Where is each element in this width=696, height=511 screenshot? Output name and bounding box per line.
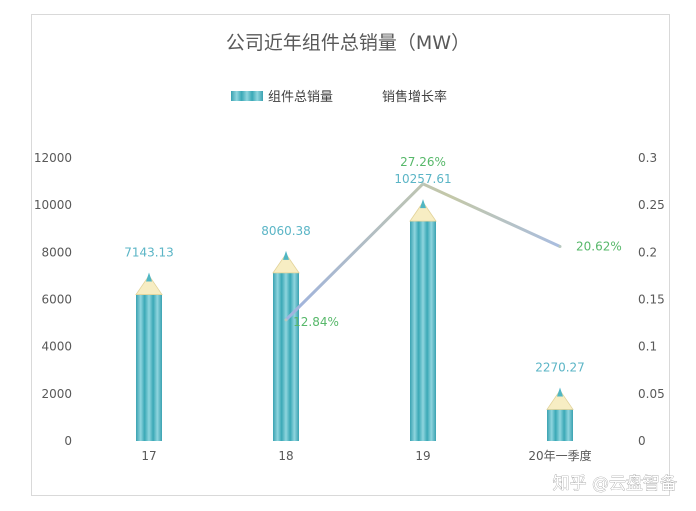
bar bbox=[547, 409, 573, 441]
y-right-tick-label: 0.15 bbox=[638, 293, 665, 307]
bar-pencil-tip bbox=[272, 253, 300, 274]
bar-value-label: 8060.38 bbox=[261, 224, 311, 238]
data-labels: 7143.13 8060.38 10257.61 2270.27 12.84% 27.26… bbox=[124, 155, 622, 375]
y-right-tick-label: 0.3 bbox=[638, 151, 657, 165]
y-right-tick-label: 0 bbox=[638, 434, 646, 448]
y-left-tick-label: 10000 bbox=[34, 198, 72, 212]
y-axis-left: 0 2000 4000 6000 8000 10000 12000 bbox=[34, 151, 72, 448]
bar-pencil-tip bbox=[409, 201, 437, 222]
y-left-tick-label: 2000 bbox=[41, 387, 72, 401]
x-tick-label: 20年一季度 bbox=[528, 448, 591, 463]
bar-pencil-tip bbox=[135, 274, 163, 295]
y-right-tick-label: 0.25 bbox=[638, 198, 665, 212]
bar-pencil-lead bbox=[557, 387, 563, 397]
bar-pencil-lead bbox=[146, 272, 152, 282]
line-series bbox=[284, 182, 562, 322]
legend-bar-swatch bbox=[231, 91, 263, 101]
x-axis: 17 18 19 20年一季度 bbox=[141, 448, 591, 463]
bar-value-label: 7143.13 bbox=[124, 246, 174, 260]
x-tick-label: 19 bbox=[415, 449, 430, 463]
line-point bbox=[558, 244, 562, 248]
legend-line-label: 销售增长率 bbox=[382, 89, 447, 105]
line-point bbox=[284, 318, 288, 322]
watermark: 知乎 @云盘智备 bbox=[553, 474, 677, 494]
bar-pencil-lead bbox=[420, 199, 426, 209]
rate-value-label: 20.62% bbox=[576, 239, 622, 253]
chart-title: 公司近年组件总销量（MW） bbox=[226, 32, 470, 54]
y-left-tick-label: 0 bbox=[64, 434, 72, 448]
y-left-tick-label: 4000 bbox=[41, 340, 72, 354]
bar bbox=[136, 294, 162, 441]
bar bbox=[410, 221, 436, 441]
x-tick-label: 17 bbox=[141, 449, 156, 463]
y-right-tick-label: 0.2 bbox=[638, 245, 657, 259]
x-tick-label: 18 bbox=[278, 449, 293, 463]
rate-value-label: 12.84% bbox=[293, 315, 339, 329]
y-right-tick-label: 0.1 bbox=[638, 340, 657, 354]
y-left-tick-label: 8000 bbox=[41, 245, 72, 259]
bar-series bbox=[135, 199, 574, 441]
bar-value-label: 2270.27 bbox=[535, 360, 585, 374]
bar bbox=[273, 272, 299, 441]
y-axis-right: 0 0.05 0.1 0.15 0.2 0.25 0.3 bbox=[638, 151, 665, 448]
y-left-tick-label: 6000 bbox=[41, 293, 72, 307]
legend-bar-label: 组件总销量 bbox=[268, 90, 333, 105]
bar-value-label: 10257.61 bbox=[394, 172, 451, 186]
bar-pencil-lead bbox=[283, 250, 289, 260]
legend: 组件总销量 销售增长率 bbox=[231, 89, 447, 105]
bar-pencil-tip bbox=[546, 389, 574, 410]
y-left-tick-label: 12000 bbox=[34, 151, 72, 165]
y-right-tick-label: 0.05 bbox=[638, 387, 665, 401]
rate-value-label: 27.26% bbox=[400, 155, 446, 169]
line-point bbox=[421, 182, 425, 186]
